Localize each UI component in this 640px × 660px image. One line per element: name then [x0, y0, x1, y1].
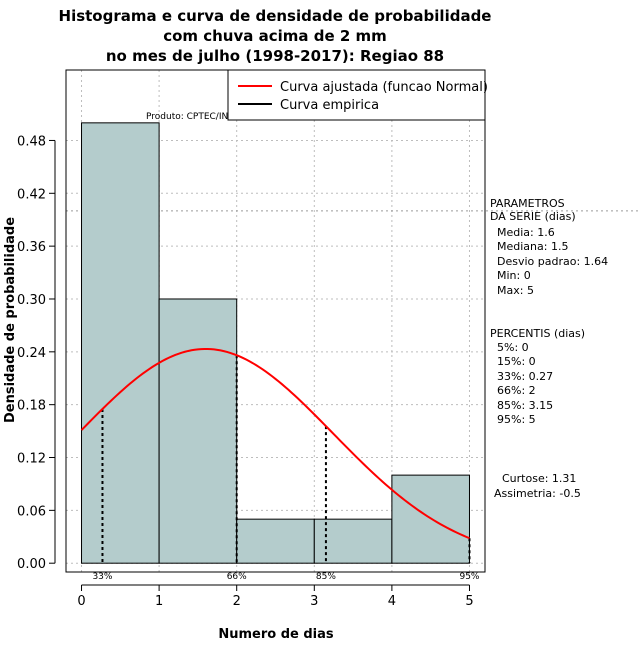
- x-tick-label: 4: [388, 594, 396, 609]
- curve-layer: [80, 347, 470, 540]
- y-tick-label: 0.18: [17, 399, 46, 414]
- histogram-bar-4: [313, 518, 393, 564]
- percentil-5: 5%: 0: [497, 341, 529, 354]
- title-line-2: com chuva acima de 2 mm: [163, 27, 387, 45]
- y-tick-label: 0.12: [17, 452, 46, 467]
- curtose-text: Curtose: 1.31: [502, 472, 576, 485]
- percentile-lines-layer: 33% 66% 85% 95%: [92, 355, 480, 582]
- percentile-label-95: 95%: [459, 572, 479, 582]
- x-tick-label: 0: [77, 594, 85, 609]
- y-tick-label: 0.42: [17, 187, 46, 202]
- y-axis-title: Densidade de probabilidade: [3, 217, 18, 423]
- x-axis-title: Numero de dias: [218, 627, 334, 642]
- y-tick-label: 0.36: [17, 240, 46, 255]
- normal-fit-curve: [80, 347, 470, 540]
- params-title-1: PARAMETROS: [490, 197, 565, 210]
- legend-box: [227, 69, 486, 121]
- y-tick-label: 0.30: [17, 293, 46, 308]
- percentil-85: 85%: 3.15: [497, 399, 553, 412]
- y-tick-label: 0.06: [17, 504, 46, 519]
- chart-title: Histograma e curva de densidade de proba…: [59, 7, 492, 65]
- histogram-bar-1: [81, 122, 160, 564]
- side-panel: PARAMETROS DA SERIE (dias) Media: 1.6 Me…: [490, 197, 608, 500]
- x-tick-label: 1: [155, 594, 163, 609]
- histogram-bar-3: [236, 518, 315, 564]
- percentil-33: 33%: 0.27: [497, 370, 553, 383]
- percentil-95: 95%: 5: [497, 413, 536, 426]
- assimetria-text: Assimetria: -0.5: [494, 487, 581, 500]
- legend-label-fit: Curva ajustada (funcao Normal): [280, 80, 488, 95]
- percentile-label-33: 33%: [92, 572, 112, 582]
- percentil-15: 15%: 0: [497, 355, 536, 368]
- y-tick-label: 0.00: [17, 557, 46, 572]
- bars-layer: [81, 122, 470, 564]
- param-desvio: Desvio padrao: 1.64: [497, 255, 608, 268]
- credit-text: Produto: CPTEC/INPE: [146, 112, 240, 122]
- histogram-bar-2: [158, 298, 238, 564]
- param-min: Min: 0: [497, 269, 531, 282]
- title-line-1: Histograma e curva de densidade de proba…: [59, 7, 492, 25]
- percentile-label-66: 66%: [227, 572, 247, 582]
- x-tick-label: 5: [465, 594, 473, 609]
- param-mediana: Mediana: 1.5: [497, 240, 568, 253]
- params-title-2: DA SERIE (dias): [490, 210, 576, 223]
- axes-layer: 0 1 2 3 4 5 0.00 0.06 0.12 0.18 0.24 0.30 0.36 0.42 0.…: [17, 134, 474, 609]
- x-tick-label: 2: [233, 594, 241, 609]
- percentis-title: PERCENTIS (dias): [490, 327, 585, 340]
- x-tick-label: 3: [310, 594, 318, 609]
- legend: Curva ajustada (funcao Normal) Curva emp…: [227, 69, 488, 121]
- param-max: Max: 5: [497, 284, 534, 297]
- y-tick-label: 0.48: [17, 134, 46, 149]
- legend-label-empirical: Curva empirica: [280, 98, 379, 113]
- percentile-label-85: 85%: [316, 572, 336, 582]
- param-media: Media: 1.6: [497, 226, 555, 239]
- y-tick-label: 0.24: [17, 346, 46, 361]
- percentil-66: 66%: 2: [497, 384, 536, 397]
- title-line-3: no mes de julho (1998-2017): Regiao 88: [106, 47, 444, 65]
